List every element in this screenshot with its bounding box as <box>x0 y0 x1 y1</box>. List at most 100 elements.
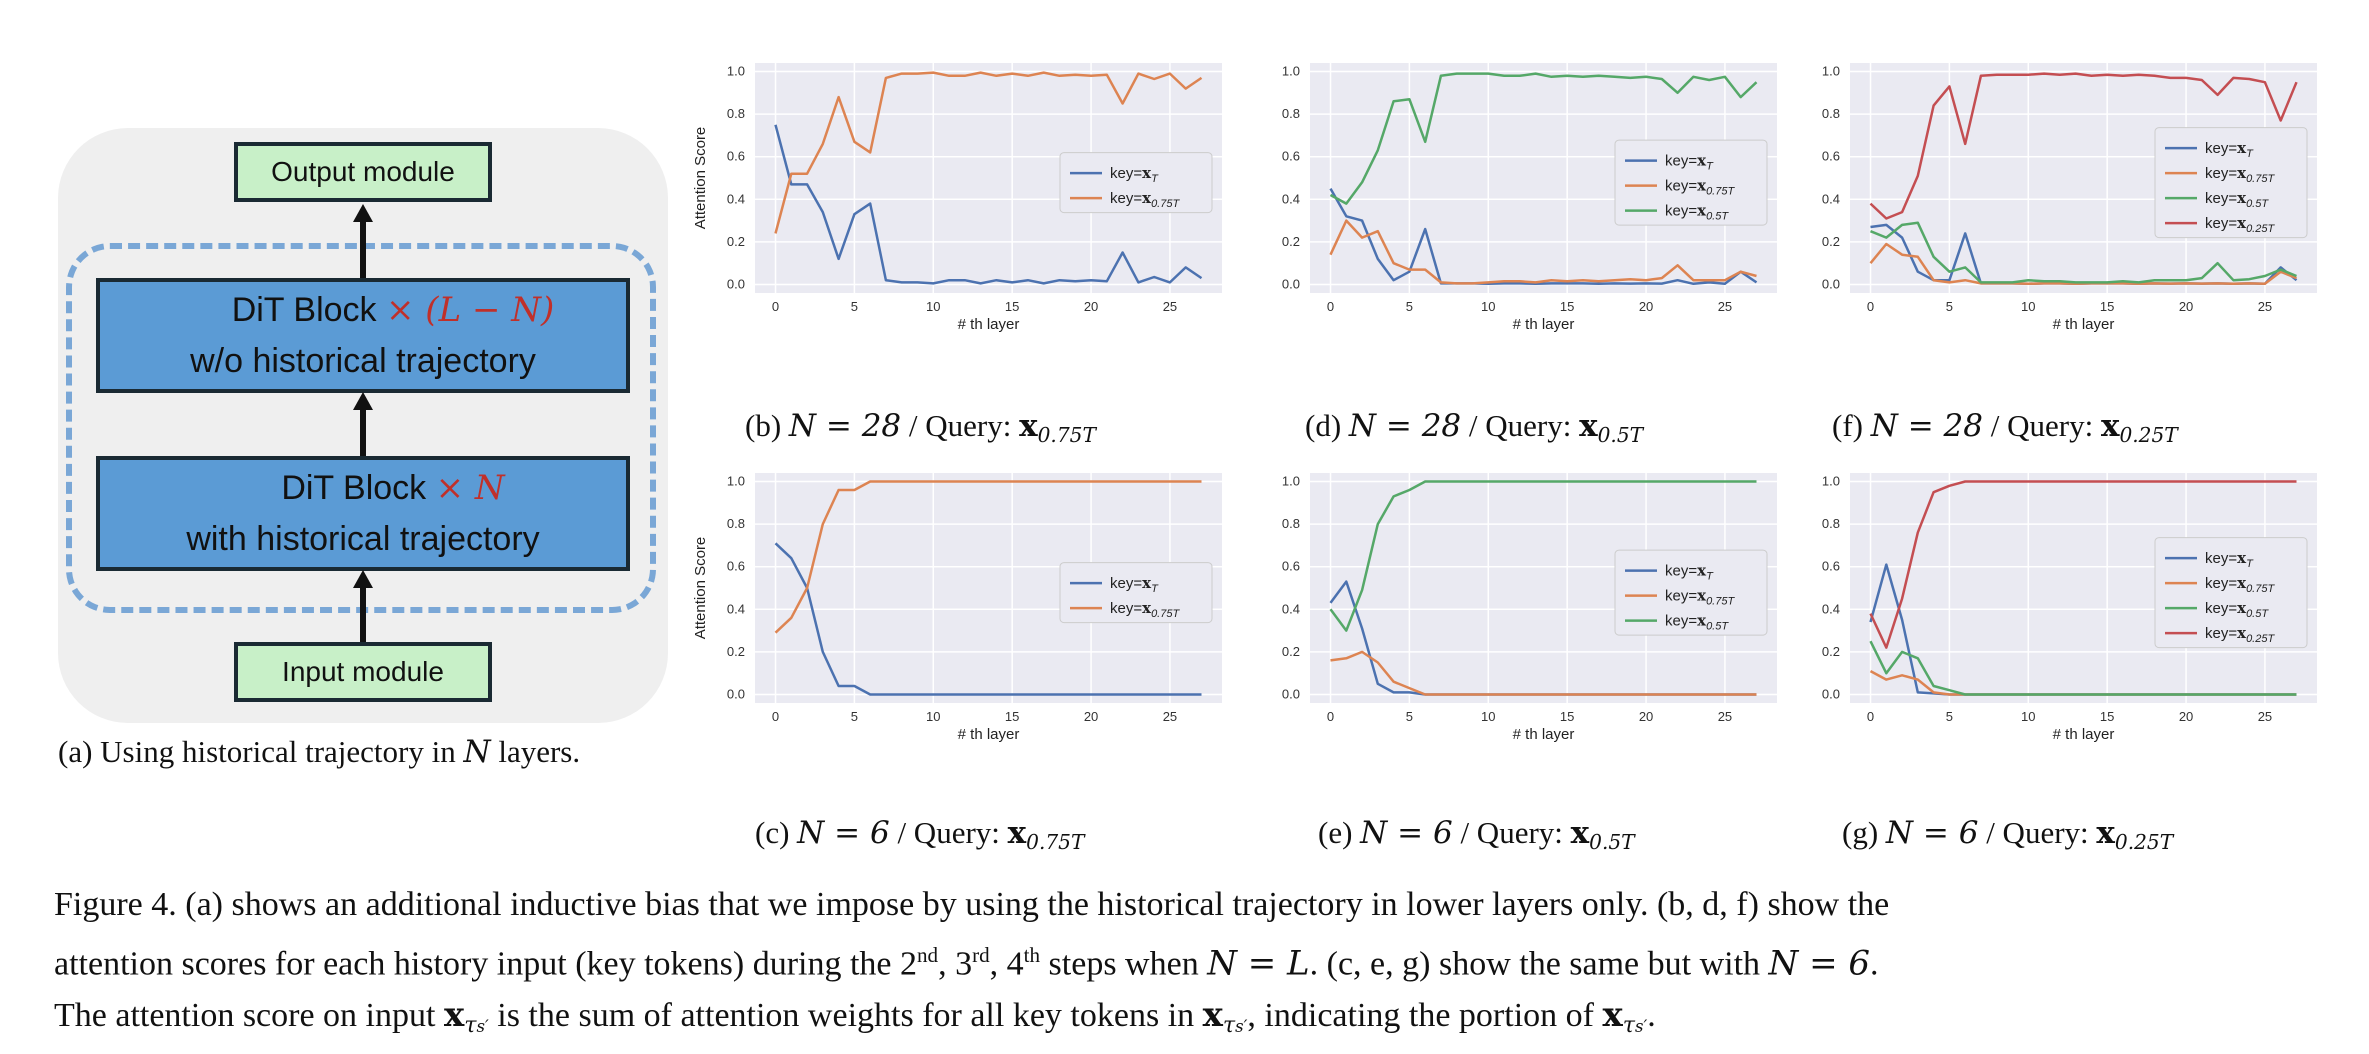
x-tick-label: 0 <box>772 299 779 314</box>
y-axis-label: Attention Score <box>692 127 709 230</box>
y-tick-label: 0.2 <box>1822 234 1840 249</box>
caption-e: (e) N = 6 / Query: x0.5T <box>1318 815 1635 855</box>
arrow-to-output <box>360 220 366 278</box>
legend-label: key=x0.5T <box>1665 612 1729 633</box>
arrow-head-output <box>353 204 373 222</box>
series-line-x05 <box>1329 480 1757 632</box>
y-tick-label: 0.0 <box>727 686 745 701</box>
y-tick-label: 0.2 <box>1282 234 1300 249</box>
caption-a-var: N <box>463 734 491 770</box>
x-tick-label: 10 <box>926 299 940 314</box>
figure-caption-line-2: attention scores for each history input … <box>54 943 1879 984</box>
x-tick-label: 25 <box>2258 709 2272 724</box>
x-tick-label: 20 <box>1639 299 1653 314</box>
y-tick-label: 0.8 <box>1282 516 1300 531</box>
y-tick-label: 0.4 <box>1282 191 1300 206</box>
legend: key=xT key=x0.75T key=x0.5T <box>1614 139 1768 226</box>
legend-label: key=x0.75T <box>1110 599 1180 620</box>
x-axis-label: # th layer <box>2053 726 2115 743</box>
y-tick-label: 0.4 <box>1282 601 1300 616</box>
legend-label: key=x0.5T <box>2205 599 2269 620</box>
legend: key=xT key=x0.75T key=x0.5T <box>1614 549 1768 636</box>
legend-box <box>2154 537 2308 649</box>
series-line-x05 <box>1869 640 2297 696</box>
y-tick-label: 0.4 <box>1822 191 1840 206</box>
figure-caption-line-3: The attention score on input xτs′ is the… <box>54 994 1656 1039</box>
x-tick-label: 15 <box>1005 709 1019 724</box>
legend-label: key=xT <box>1110 164 1159 185</box>
x-tick-label: 15 <box>1560 299 1574 314</box>
x-tick-label: 10 <box>1481 299 1495 314</box>
chart-e: 0 5 10 15 20 25 0.0 0.2 0.4 0.6 0.8 1.0 # th layer ke… <box>1282 473 1777 743</box>
series-line-x025 <box>1869 72 2298 220</box>
figure-caption-line-1: Figure 4. (a) shows an additional induct… <box>54 886 1890 923</box>
arrow-head-between <box>353 392 373 410</box>
figure-caption: Figure 4. (a) shows an additional induct… <box>54 880 2316 1052</box>
caption-a: (a) Using historical trajectory in N lay… <box>58 734 580 770</box>
y-tick-label: 0.8 <box>727 106 745 121</box>
legend-label: key=x0.75T <box>1110 189 1180 210</box>
x-tick-label: 10 <box>926 709 940 724</box>
x-axis-label: # th layer <box>958 726 1020 743</box>
series-line-x05 <box>1329 72 1758 205</box>
caption-a-text: (a) Using historical trajectory in <box>58 734 464 769</box>
series-line-xT <box>774 542 1202 696</box>
chart-d: 0 5 10 15 20 25 0.0 0.2 0.4 0.6 0.8 1.0 # th layer ke… <box>1282 63 1777 333</box>
x-tick-label: 20 <box>1084 299 1098 314</box>
x-tick-label: 5 <box>851 299 858 314</box>
x-tick-label: 5 <box>851 709 858 724</box>
y-tick-label: 0.4 <box>1822 601 1840 616</box>
series-line-x05 <box>1870 221 2297 284</box>
arrow-head-input <box>353 570 373 588</box>
y-tick-label: 0.6 <box>1282 149 1300 164</box>
caption-d: (d) N = 28 / Query: x0.5T <box>1305 408 1644 448</box>
caption-a-text-end: layers. <box>490 734 581 769</box>
x-tick-label: 0 <box>772 709 779 724</box>
x-tick-label: 5 <box>1946 709 1953 724</box>
x-axis-label: # th layer <box>2053 316 2115 333</box>
caption-g: (g) N = 6 / Query: x0.25T <box>1842 815 2174 855</box>
x-tick-label: 0 <box>1327 709 1334 724</box>
upper-block-title: DiT Block <box>231 291 377 329</box>
x-tick-label: 10 <box>1481 709 1495 724</box>
caption-f: (f) N = 28 / Query: x0.25T <box>1832 408 2178 448</box>
legend: key=xT key=x0.75T key=x0.5T key=x0.25T <box>2154 127 2308 239</box>
y-tick-label: 0.0 <box>1822 686 1840 701</box>
legend-label: key=x0.75T <box>2205 574 2275 595</box>
y-tick-label: 1.0 <box>1822 474 1840 489</box>
x-tick-label: 10 <box>2021 709 2035 724</box>
y-tick-label: 0.8 <box>1822 516 1840 531</box>
series-line-xT <box>1329 187 1758 286</box>
y-tick-label: 0.6 <box>727 559 745 574</box>
x-axis-label: # th layer <box>1513 316 1575 333</box>
lower-block-title: DiT Block <box>281 469 427 507</box>
legend-label: key=x0.75T <box>1665 587 1735 608</box>
y-axis-label: Attention Score <box>692 537 709 640</box>
y-tick-label: 0.0 <box>1822 276 1840 291</box>
chart-b: 0 5 10 15 20 25 0.0 0.2 0.4 0.6 0.8 1.0 # th layer At… <box>692 63 1222 333</box>
y-tick-label: 0.2 <box>727 234 745 249</box>
y-tick-label: 0.0 <box>727 276 745 291</box>
legend-label: key=xT <box>2205 549 2254 570</box>
upper-block-subtitle: w/o historical trajectory <box>190 342 536 380</box>
legend-label: key=x0.25T <box>2205 624 2275 645</box>
y-tick-label: 0.8 <box>1282 106 1300 121</box>
series-line-xT <box>774 124 1203 285</box>
x-tick-label: 15 <box>1560 709 1574 724</box>
x-tick-label: 20 <box>1084 709 1098 724</box>
x-tick-label: 25 <box>1718 299 1732 314</box>
x-tick-label: 0 <box>1867 299 1874 314</box>
x-tick-label: 15 <box>2100 299 2114 314</box>
arrow-between-blocks <box>360 408 366 456</box>
y-tick-label: 0.6 <box>1822 149 1840 164</box>
x-tick-label: 25 <box>1718 709 1732 724</box>
y-tick-label: 0.0 <box>1282 276 1300 291</box>
series-line-x075 <box>1329 219 1757 285</box>
x-tick-label: 25 <box>1163 709 1177 724</box>
y-tick-label: 0.8 <box>1822 106 1840 121</box>
x-tick-label: 15 <box>2100 709 2114 724</box>
legend-label: key=x0.5T <box>2205 189 2269 210</box>
input-module-box: Input module <box>234 642 492 702</box>
y-tick-label: 0.2 <box>727 644 745 659</box>
series-line-x075 <box>774 71 1203 234</box>
